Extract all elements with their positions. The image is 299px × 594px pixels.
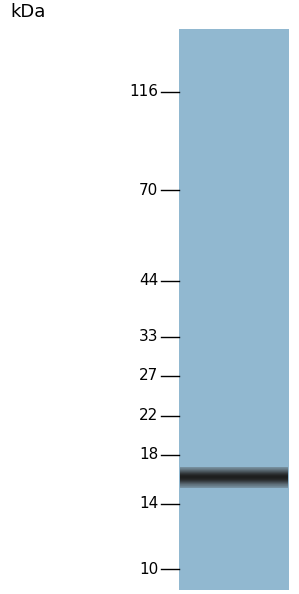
Text: 116: 116 bbox=[129, 84, 158, 99]
Text: 44: 44 bbox=[139, 273, 158, 288]
Text: 70: 70 bbox=[139, 182, 158, 198]
Text: 14: 14 bbox=[139, 496, 158, 511]
Text: 27: 27 bbox=[139, 368, 158, 383]
Text: 10: 10 bbox=[139, 562, 158, 577]
Text: 22: 22 bbox=[139, 408, 158, 423]
Text: 33: 33 bbox=[139, 329, 158, 344]
Bar bbox=[179, 29, 289, 590]
Text: kDa: kDa bbox=[10, 2, 45, 21]
Text: 18: 18 bbox=[139, 447, 158, 462]
